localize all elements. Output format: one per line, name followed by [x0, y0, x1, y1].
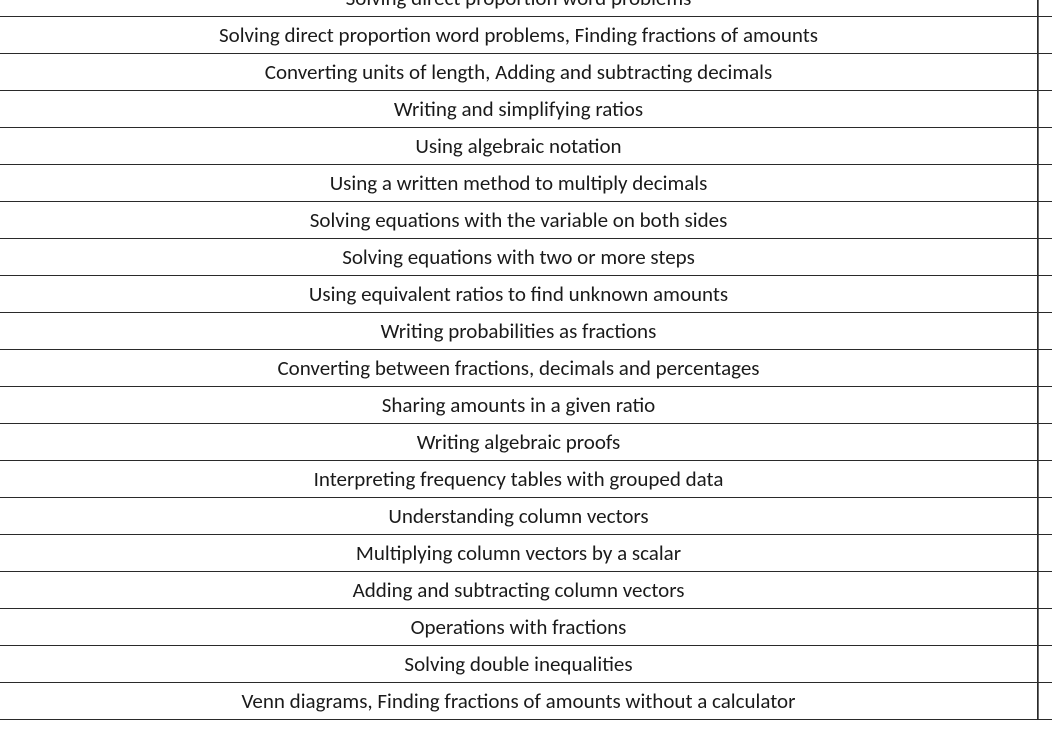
- table-row: Adding and subtracting column vectors: [0, 572, 1052, 609]
- side-cell: [1038, 276, 1052, 312]
- side-cell: [1038, 165, 1052, 201]
- topic-cell: Using equivalent ratios to find unknown …: [0, 276, 1038, 312]
- table-row: Solving equations with the variable on b…: [0, 202, 1052, 239]
- side-cell: [1038, 572, 1052, 608]
- table-row: Solving equations with two or more steps: [0, 239, 1052, 276]
- topic-cell: Converting between fractions, decimals a…: [0, 350, 1038, 386]
- side-cell: [1038, 128, 1052, 164]
- topic-cell: Multiplying column vectors by a scalar: [0, 535, 1038, 571]
- side-cell: [1038, 313, 1052, 349]
- table-row: Interpreting frequency tables with group…: [0, 461, 1052, 498]
- table-row: Solving double inequalities: [0, 646, 1052, 683]
- topic-cell: Interpreting frequency tables with group…: [0, 461, 1038, 497]
- topics-table: Solving direct proportion word problems …: [0, 0, 1052, 720]
- side-cell: [1038, 609, 1052, 645]
- side-cell: [1038, 202, 1052, 238]
- side-cell: [1038, 683, 1052, 719]
- table-row: Writing algebraic proofs: [0, 424, 1052, 461]
- table-row: Venn diagrams, Finding fractions of amou…: [0, 683, 1052, 720]
- table-row: Understanding column vectors: [0, 498, 1052, 535]
- side-cell: [1038, 461, 1052, 497]
- table-row: Using equivalent ratios to find unknown …: [0, 276, 1052, 313]
- table-row: Solving direct proportion word problems,…: [0, 17, 1052, 54]
- side-cell: [1038, 350, 1052, 386]
- topic-cell: Solving equations with two or more steps: [0, 239, 1038, 275]
- topic-cell: Solving double inequalities: [0, 646, 1038, 682]
- topic-cell: Writing probabilities as fractions: [0, 313, 1038, 349]
- table-row: Writing probabilities as fractions: [0, 313, 1052, 350]
- topic-cell: Sharing amounts in a given ratio: [0, 387, 1038, 423]
- topic-cell: Venn diagrams, Finding fractions of amou…: [0, 683, 1038, 719]
- topic-cell: Using algebraic notation: [0, 128, 1038, 164]
- topic-cell: Solving direct proportion word problems,…: [0, 17, 1038, 53]
- topic-cell: Adding and subtracting column vectors: [0, 572, 1038, 608]
- side-cell: [1038, 387, 1052, 423]
- table-row: Sharing amounts in a given ratio: [0, 387, 1052, 424]
- side-cell: [1038, 54, 1052, 90]
- topic-cell: Writing and simplifying ratios: [0, 91, 1038, 127]
- topic-cell: Using a written method to multiply decim…: [0, 165, 1038, 201]
- side-cell: [1038, 239, 1052, 275]
- side-cell: [1038, 0, 1052, 16]
- table-row: Operations with fractions: [0, 609, 1052, 646]
- topic-cell: Solving direct proportion word problems: [0, 0, 1038, 16]
- table-row: Multiplying column vectors by a scalar: [0, 535, 1052, 572]
- topic-cell: Writing algebraic proofs: [0, 424, 1038, 460]
- table-row: Using algebraic notation: [0, 128, 1052, 165]
- table-row: Solving direct proportion word problems: [0, 0, 1052, 17]
- side-cell: [1038, 646, 1052, 682]
- side-cell: [1038, 498, 1052, 534]
- topic-cell: Understanding column vectors: [0, 498, 1038, 534]
- table-row: Writing and simplifying ratios: [0, 91, 1052, 128]
- side-cell: [1038, 535, 1052, 571]
- topic-cell: Converting units of length, Adding and s…: [0, 54, 1038, 90]
- topic-cell: Operations with fractions: [0, 609, 1038, 645]
- side-cell: [1038, 91, 1052, 127]
- table-row: Converting units of length, Adding and s…: [0, 54, 1052, 91]
- side-cell: [1038, 424, 1052, 460]
- side-cell: [1038, 17, 1052, 53]
- table-row: Using a written method to multiply decim…: [0, 165, 1052, 202]
- table-row: Converting between fractions, decimals a…: [0, 350, 1052, 387]
- topic-cell: Solving equations with the variable on b…: [0, 202, 1038, 238]
